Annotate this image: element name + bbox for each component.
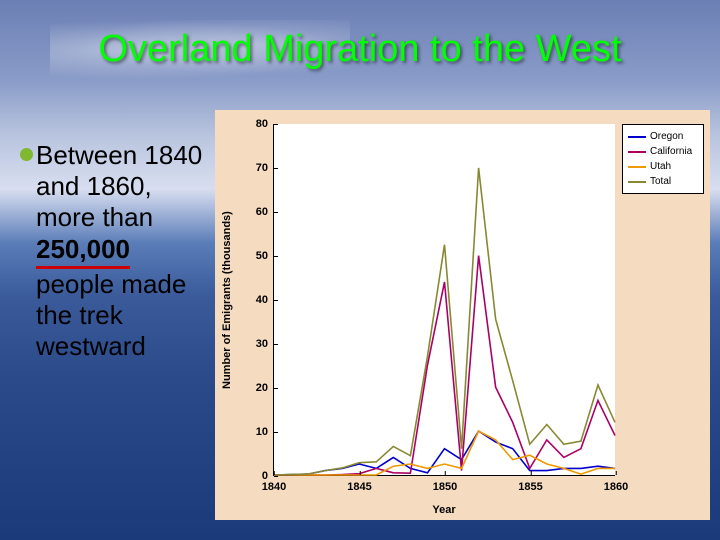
legend-row: California — [628, 144, 698, 159]
bullet-emphasis: 250,000 — [36, 234, 130, 269]
legend-label: California — [650, 144, 692, 159]
bullet-pre: Between 1840 and 1860, more than — [36, 140, 202, 232]
legend-row: Oregon — [628, 129, 698, 144]
bullet-icon — [20, 148, 33, 161]
series-total — [274, 168, 615, 475]
y-tick: 70 — [256, 162, 274, 174]
x-tick: 1850 — [433, 475, 457, 493]
y-tick: 60 — [256, 206, 274, 218]
x-axis-label: Year — [273, 504, 615, 516]
chart-lines — [274, 124, 615, 475]
bullet-list: Between 1840 and 1860, more than 250,000… — [36, 140, 206, 362]
emigrants-chart: Number of Emigrants (thousands) Year 010… — [215, 110, 710, 520]
legend-label: Utah — [650, 159, 671, 174]
legend-row: Utah — [628, 159, 698, 174]
series-utah — [274, 431, 615, 475]
legend-label: Total — [650, 174, 671, 189]
y-tick: 50 — [256, 250, 274, 262]
x-tick: 1860 — [604, 475, 628, 493]
x-tick: 1845 — [347, 475, 371, 493]
legend-swatch — [628, 136, 646, 138]
legend-row: Total — [628, 174, 698, 189]
y-tick: 10 — [256, 426, 274, 438]
legend-swatch — [628, 166, 646, 168]
legend-swatch — [628, 181, 646, 183]
y-tick: 40 — [256, 294, 274, 306]
legend-swatch — [628, 151, 646, 153]
legend-label: Oregon — [650, 129, 683, 144]
page-title: Overland Migration to the West — [0, 28, 720, 71]
bullet-post: people made the trek westward — [36, 269, 186, 361]
y-tick: 20 — [256, 382, 274, 394]
y-tick: 80 — [256, 118, 274, 130]
bullet-text: Between 1840 and 1860, more than 250,000… — [36, 140, 202, 361]
y-axis-label: Number of Emigrants (thousands) — [221, 124, 235, 476]
legend: OregonCaliforniaUtahTotal — [622, 124, 704, 194]
x-tick: 1840 — [262, 475, 286, 493]
y-tick: 30 — [256, 338, 274, 350]
series-california — [274, 256, 615, 475]
x-tick: 1855 — [518, 475, 542, 493]
plot-area: 0102030405060708018401845185018551860 — [273, 124, 615, 476]
bullet-item: Between 1840 and 1860, more than 250,000… — [36, 140, 206, 362]
